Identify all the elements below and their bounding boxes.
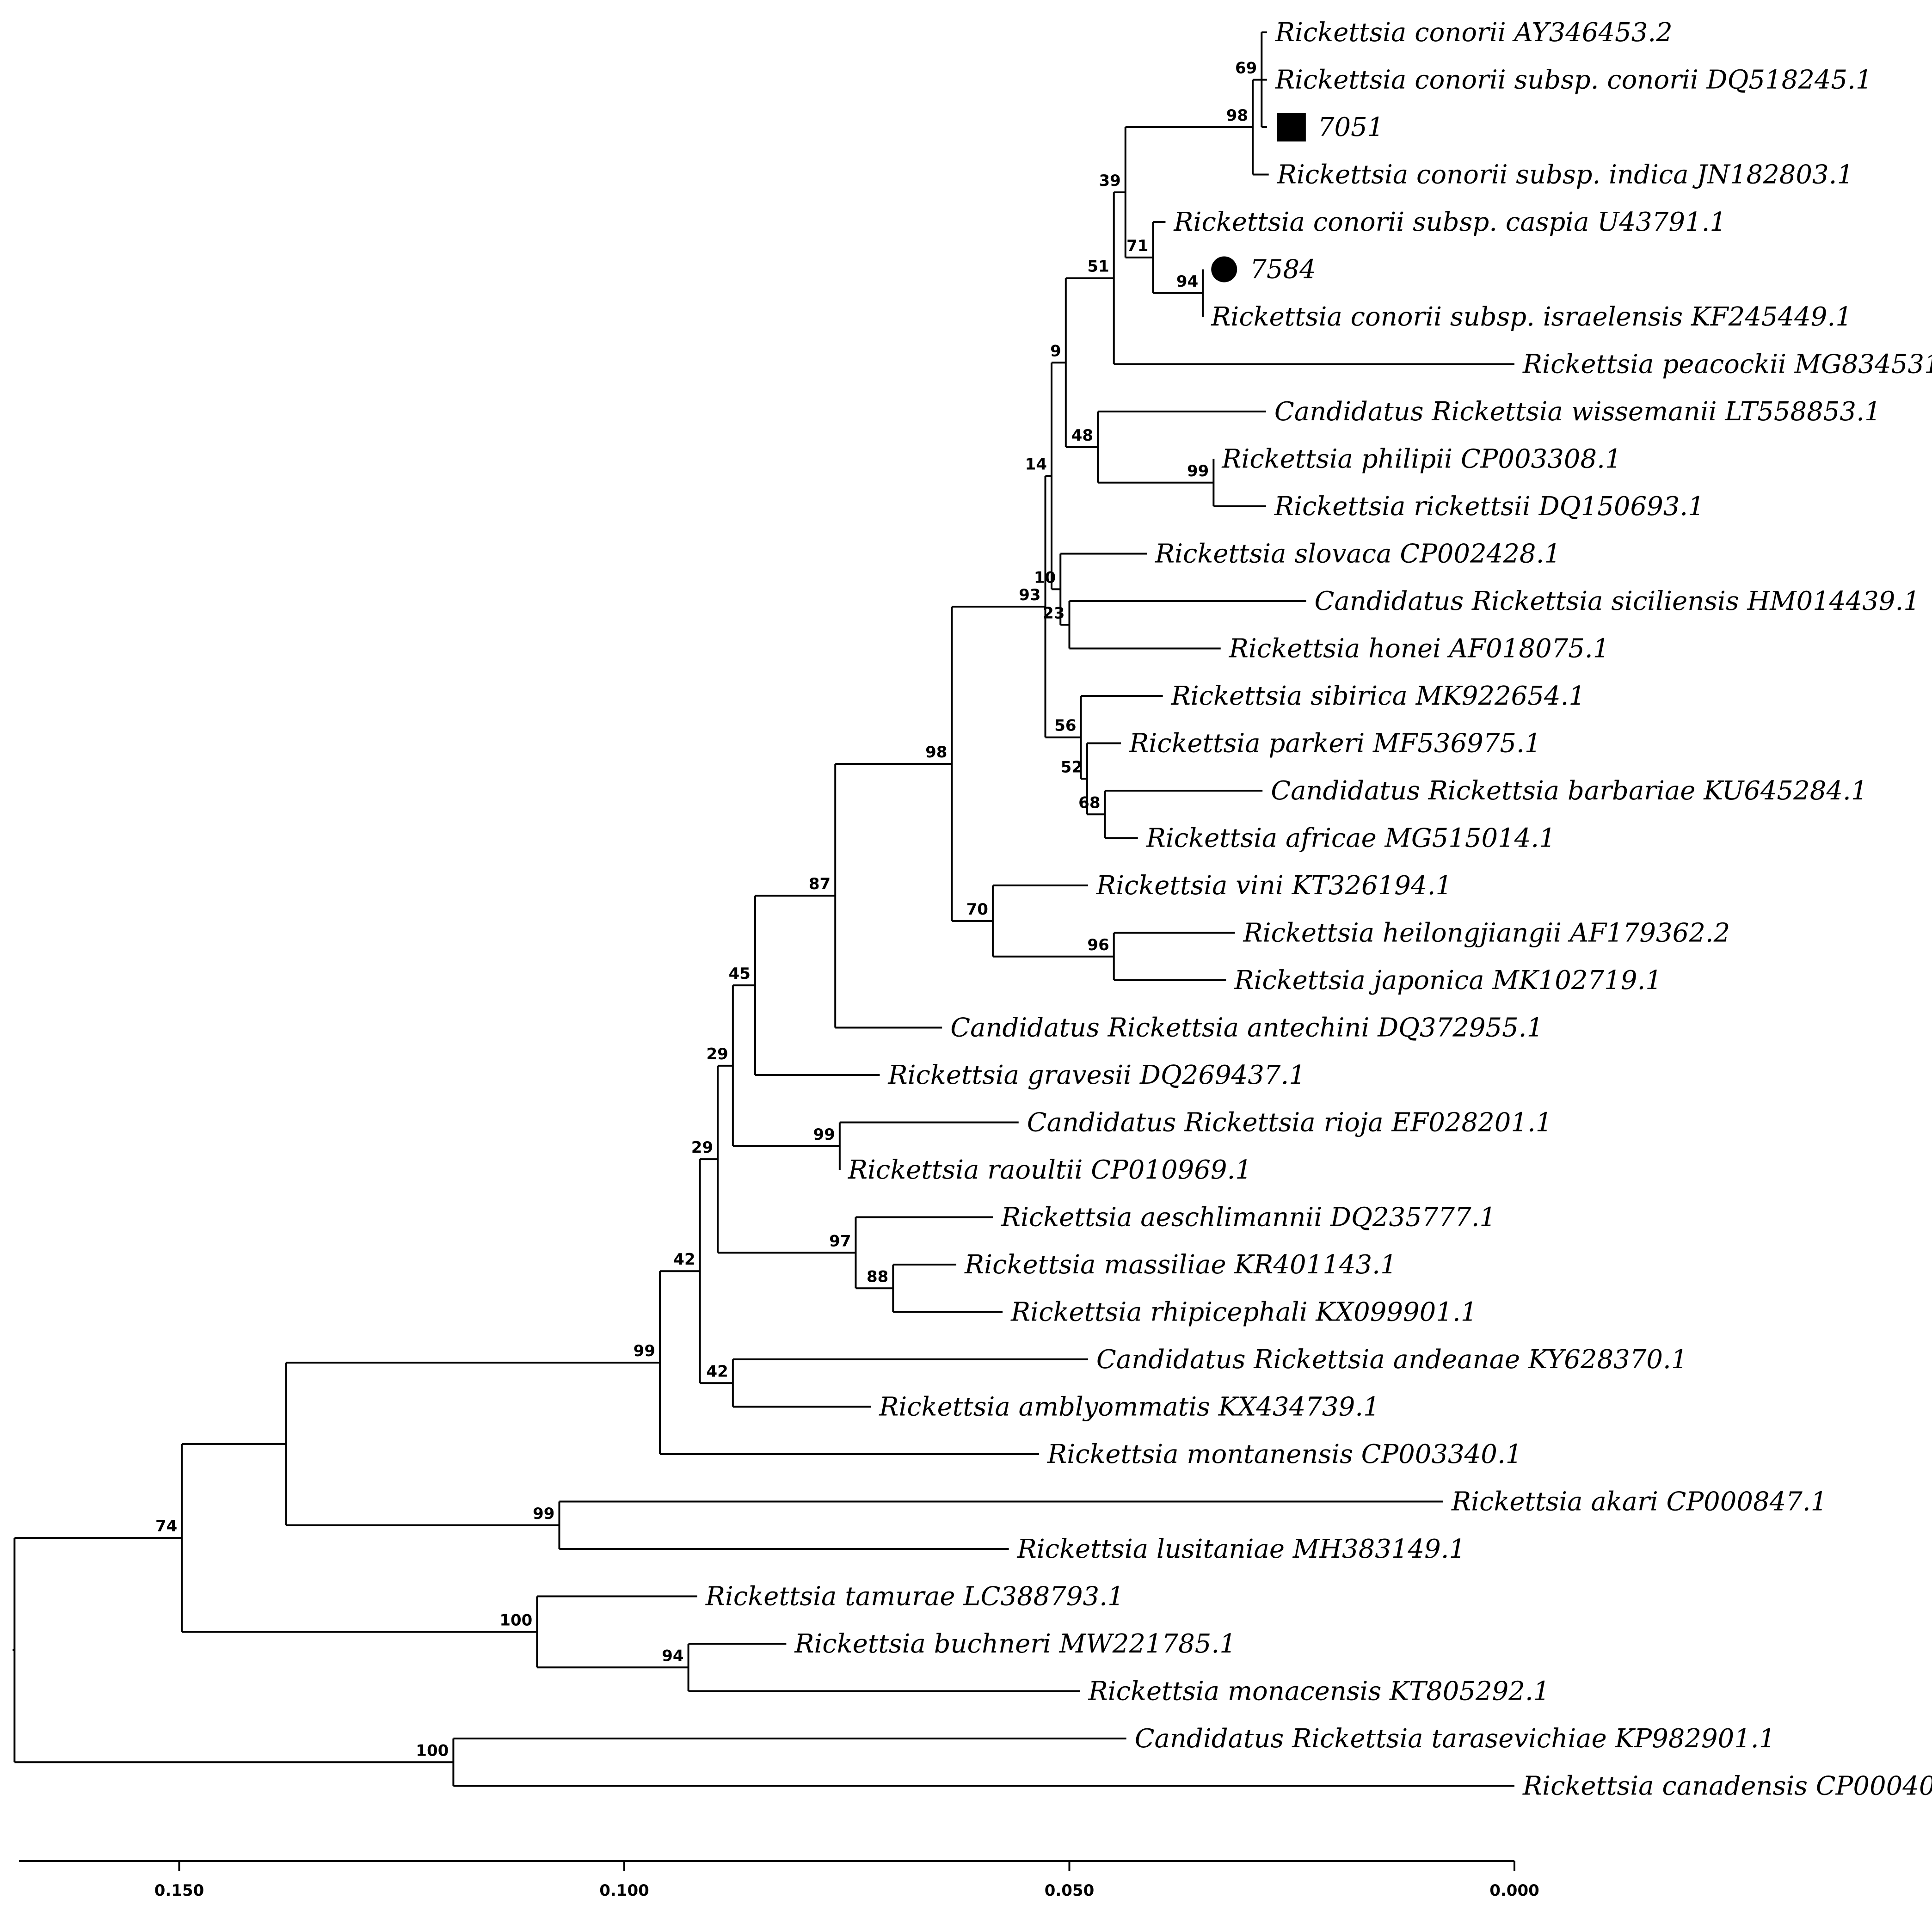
taxon-label: Rickettsia amblyommatis KX434739.1: [879, 1392, 1379, 1422]
bootstrap-value: 39: [1099, 172, 1120, 190]
axis-tick-label: 0.000: [1489, 1881, 1539, 1900]
taxon-label: Rickettsia vini KT326194.1: [1096, 871, 1452, 901]
bootstrap-value: 68: [1078, 793, 1100, 812]
taxon-label: Rickettsia lusitaniae MH383149.1: [1017, 1534, 1466, 1564]
taxon-label: Rickettsia massiliae KR401143.1: [964, 1250, 1397, 1280]
taxon-label: Candidatus Rickettsia barbariae KU645284…: [1271, 776, 1867, 806]
taxon-label: Rickettsia japonica MK102719.1: [1234, 965, 1662, 995]
bootstrap-value: 42: [707, 1362, 728, 1381]
taxon-label: Rickettsia rickettsii DQ150693.1: [1274, 491, 1704, 522]
bootstrap-value: 14: [1025, 455, 1047, 473]
circle-marker-icon: [1211, 256, 1237, 283]
taxon-label: Candidatus Rickettsia andeanae KY628370.…: [1096, 1345, 1687, 1375]
taxon-label: Rickettsia buchneri MW221785.1: [794, 1629, 1236, 1659]
taxon-label: Candidatus Rickettsia antechini DQ372955…: [950, 1013, 1543, 1043]
taxon-label: Rickettsia akari CP000847.1: [1451, 1487, 1827, 1517]
bootstrap-value: 87: [809, 875, 831, 893]
bootstrap-value: 29: [691, 1138, 713, 1157]
bootstrap-value: 88: [867, 1267, 888, 1286]
taxon-label: Rickettsia conorii subsp. israelensis KF…: [1211, 302, 1852, 332]
bootstrap-value: 99: [813, 1125, 835, 1144]
bootstrap-value: 42: [673, 1250, 695, 1269]
taxon-label: Rickettsia monacensis KT805292.1: [1088, 1677, 1550, 1707]
bootstrap-value: 56: [1054, 717, 1076, 735]
taxon-label: Rickettsia heilongjiangii AF179362.2: [1243, 918, 1730, 948]
bootstrap-value: 98: [925, 743, 947, 762]
taxon-label: Rickettsia conorii subsp. conorii DQ5182…: [1275, 65, 1872, 95]
taxon-label: Rickettsia conorii subsp. caspia U43791.…: [1173, 207, 1726, 237]
taxon-label: Rickettsia montanensis CP003340.1: [1047, 1439, 1522, 1469]
taxon-label: Rickettsia conorii AY346453.2: [1275, 18, 1673, 48]
bootstrap-value: 9: [1050, 342, 1061, 360]
taxon-labels: Rickettsia conorii AY346453.2 Rickettsia …: [705, 18, 1932, 1801]
taxon-label: Rickettsia raoultii CP010969.1: [848, 1155, 1252, 1185]
taxon-label: Candidatus Rickettsia rioja EF028201.1: [1027, 1108, 1552, 1138]
bootstrap-value: 74: [155, 1517, 177, 1536]
bootstrap-value: 51: [1087, 258, 1109, 276]
taxon-label: Candidatus Rickettsia wissemanii LT55885…: [1274, 397, 1881, 427]
axis-tick-label: 0.050: [1045, 1881, 1095, 1900]
bootstrap-value: 100: [416, 1741, 449, 1760]
taxon-label: 7584: [1250, 255, 1316, 285]
taxon-label: Candidatus Rickettsia tarasevichiae KP98…: [1135, 1724, 1776, 1754]
bootstrap-value: 70: [966, 900, 988, 919]
square-marker-icon: [1277, 113, 1306, 141]
bootstrap-value: 10: [1034, 568, 1056, 587]
taxon-label: Rickettsia sibirica MK922654.1: [1171, 681, 1585, 711]
bootstrap-value: 94: [1176, 272, 1198, 291]
bootstrap-values: 74 99 42 29 29 45 87 98 93 14 9 51 39 98 69 71 94 48 99 10 2…: [155, 59, 1257, 1760]
taxon-label: Rickettsia peacockii MG834531.1: [1522, 350, 1932, 380]
bootstrap-value: 99: [634, 1342, 655, 1360]
bootstrap-value: 96: [1087, 936, 1109, 954]
bootstrap-value: 94: [662, 1646, 683, 1665]
taxon-label: Rickettsia tamurae LC388793.1: [705, 1582, 1124, 1612]
taxon-label: Rickettsia aeschlimannii DQ235777.1: [1001, 1203, 1496, 1233]
taxon-label: Rickettsia slovaca CP002428.1: [1155, 539, 1561, 569]
bootstrap-value: 52: [1061, 758, 1083, 776]
bootstrap-value: 71: [1126, 237, 1148, 255]
sample-markers: [1211, 113, 1306, 283]
bootstrap-value: 29: [707, 1045, 728, 1063]
taxon-label: Rickettsia conorii subsp. indica JN18280…: [1277, 160, 1853, 190]
bootstrap-value: 48: [1071, 426, 1093, 445]
bootstrap-value: 69: [1235, 59, 1257, 78]
bootstrap-value: 45: [729, 964, 751, 983]
bootstrap-value: 23: [1043, 604, 1064, 622]
axis-tick-label: 0.150: [154, 1881, 204, 1900]
taxon-label: Rickettsia philipii CP003308.1: [1221, 444, 1621, 474]
taxon-label: Rickettsia africae MG515014.1: [1146, 823, 1556, 854]
taxon-label: Rickettsia gravesii DQ269437.1: [887, 1060, 1305, 1090]
taxon-label: Rickettsia rhipicephali KX099901.1: [1010, 1297, 1477, 1327]
taxon-label: Rickettsia parkeri MF536975.1: [1129, 729, 1541, 759]
bootstrap-value: 100: [499, 1611, 532, 1629]
bootstrap-value: 93: [1019, 586, 1040, 604]
bootstrap-value: 97: [829, 1232, 851, 1250]
bootstrap-value: 98: [1226, 106, 1248, 125]
bootstrap-value: 99: [1187, 462, 1209, 480]
bootstrap-value: 99: [533, 1505, 554, 1523]
taxon-label: Rickettsia honei AF018075.1: [1229, 634, 1610, 664]
taxon-label: Candidatus Rickettsia siciliensis HM0144…: [1315, 586, 1920, 616]
axis-tick-label: 0.100: [599, 1881, 649, 1900]
scale-axis: 0.150 0.100 0.050 0.000: [19, 1860, 1539, 1900]
tree-branches: [12, 31, 1514, 1787]
taxon-label: Rickettsia canadensis CP000409.1: [1522, 1771, 1932, 1801]
taxon-label: 7051: [1318, 112, 1384, 142]
